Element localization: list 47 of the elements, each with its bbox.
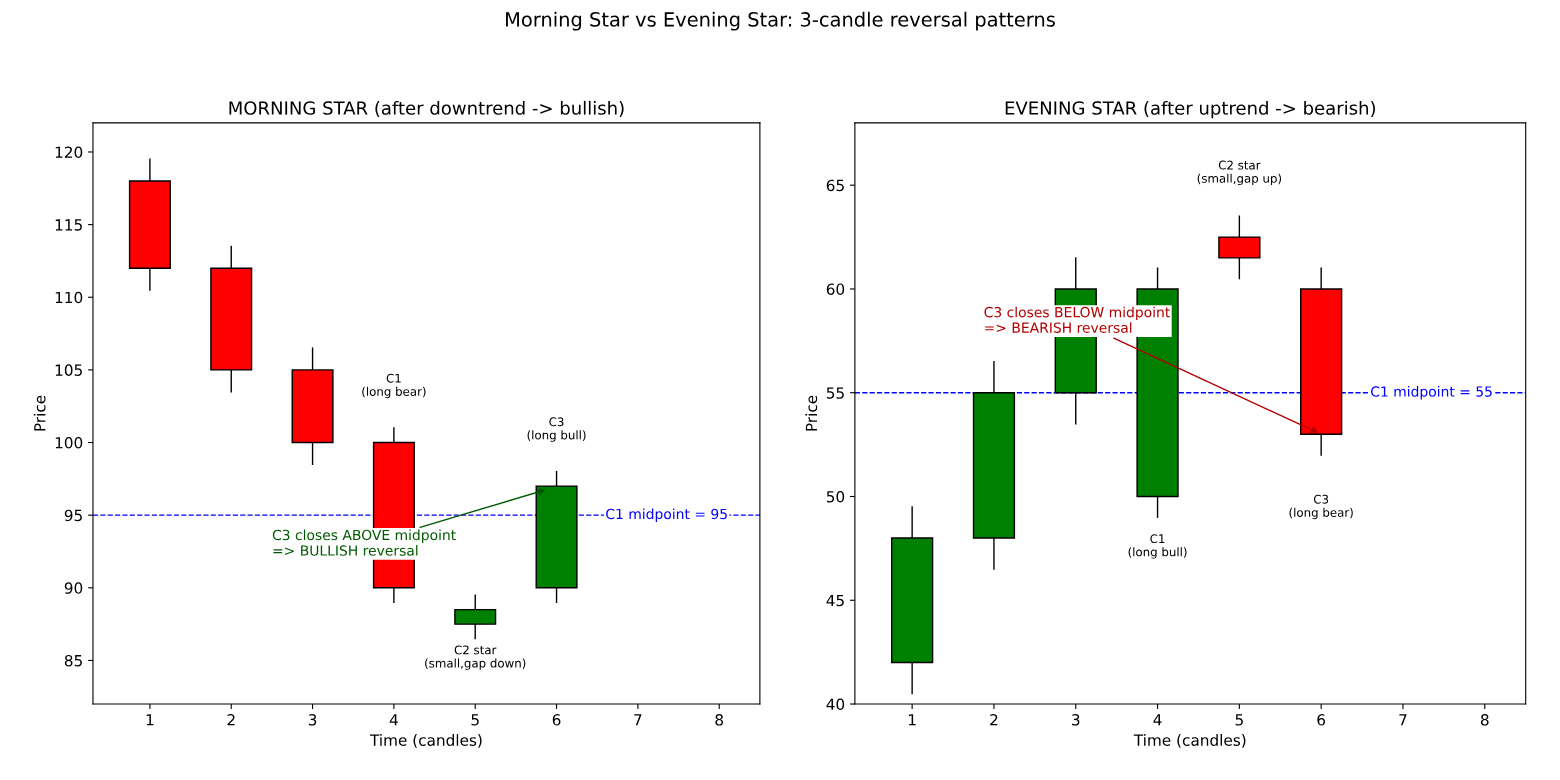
y-tick-label: 55 <box>826 387 844 399</box>
x-tick-label: 7 <box>634 714 642 726</box>
annotation: C3 closes BELOW midpoint => BEARISH reversal <box>984 306 1170 333</box>
x-tick-label: 5 <box>1235 714 1243 726</box>
x-tick-label: 6 <box>552 714 561 726</box>
y-tick-label: 105 <box>55 364 82 376</box>
annotation: C1 (long bull) <box>1128 534 1187 559</box>
x-tick-label: 1 <box>908 714 916 726</box>
x-tick-label: 5 <box>471 714 479 726</box>
y-tick-label: 40 <box>826 698 845 711</box>
x-tick-label: 4 <box>1153 714 1162 726</box>
x-tick-label: 4 <box>389 714 398 726</box>
annotation: C1 (long bear) <box>362 373 426 399</box>
x-axis-title: Time (candles) <box>1133 734 1246 748</box>
x-tick-label: 3 <box>1072 714 1080 726</box>
x-tick-label: 3 <box>308 714 317 726</box>
annotation: C3 closes ABOVE midpoint => BULLISH reversal <box>272 529 456 556</box>
ref-line-label: C1 midpoint = 55 <box>1371 386 1492 400</box>
x-tick-label: 2 <box>227 714 235 726</box>
x-tick-label: 1 <box>146 714 154 726</box>
x-tick-label: 2 <box>990 714 998 726</box>
chart-title: EVENING STAR (after uptrend -> bearish) <box>1005 100 1376 119</box>
y-tick-label: 65 <box>826 179 844 192</box>
y-tick-label: 50 <box>826 490 845 503</box>
y-tick-label: 120 <box>55 146 83 158</box>
y-tick-label: 95 <box>64 509 82 522</box>
y-axis-title: Price <box>805 395 818 431</box>
y-tick-label: 100 <box>55 437 83 449</box>
ref-line-label: C1 midpoint = 95 <box>606 508 727 522</box>
y-tick-label: 45 <box>826 594 844 607</box>
annotation: C3 (long bear) <box>1289 494 1353 520</box>
y-axis-title: Price <box>33 395 46 431</box>
y-tick-label: 60 <box>826 283 845 295</box>
chart-title: MORNING STAR (after downtrend -> bullish) <box>229 100 624 117</box>
x-tick-label: 6 <box>1317 714 1326 726</box>
y-tick-label: 115 <box>55 219 82 231</box>
y-tick-label: 110 <box>55 291 83 304</box>
annotation: C2 star (small,gap down) <box>425 645 526 670</box>
x-tick-label: 8 <box>715 714 724 726</box>
text: Morning Star vs Evening Star: 3-candle reversal patterns <box>506 11 1055 31</box>
x-tick-label: 7 <box>1399 714 1407 726</box>
annotation: C2 star (small,gap up) <box>1197 160 1282 186</box>
annotation: C3 (long bull) <box>527 417 586 442</box>
x-axis-title: Time (candles) <box>369 734 482 748</box>
y-tick-label: 85 <box>64 654 82 667</box>
x-tick-label: 8 <box>1480 714 1489 726</box>
y-tick-label: 90 <box>64 582 83 594</box>
